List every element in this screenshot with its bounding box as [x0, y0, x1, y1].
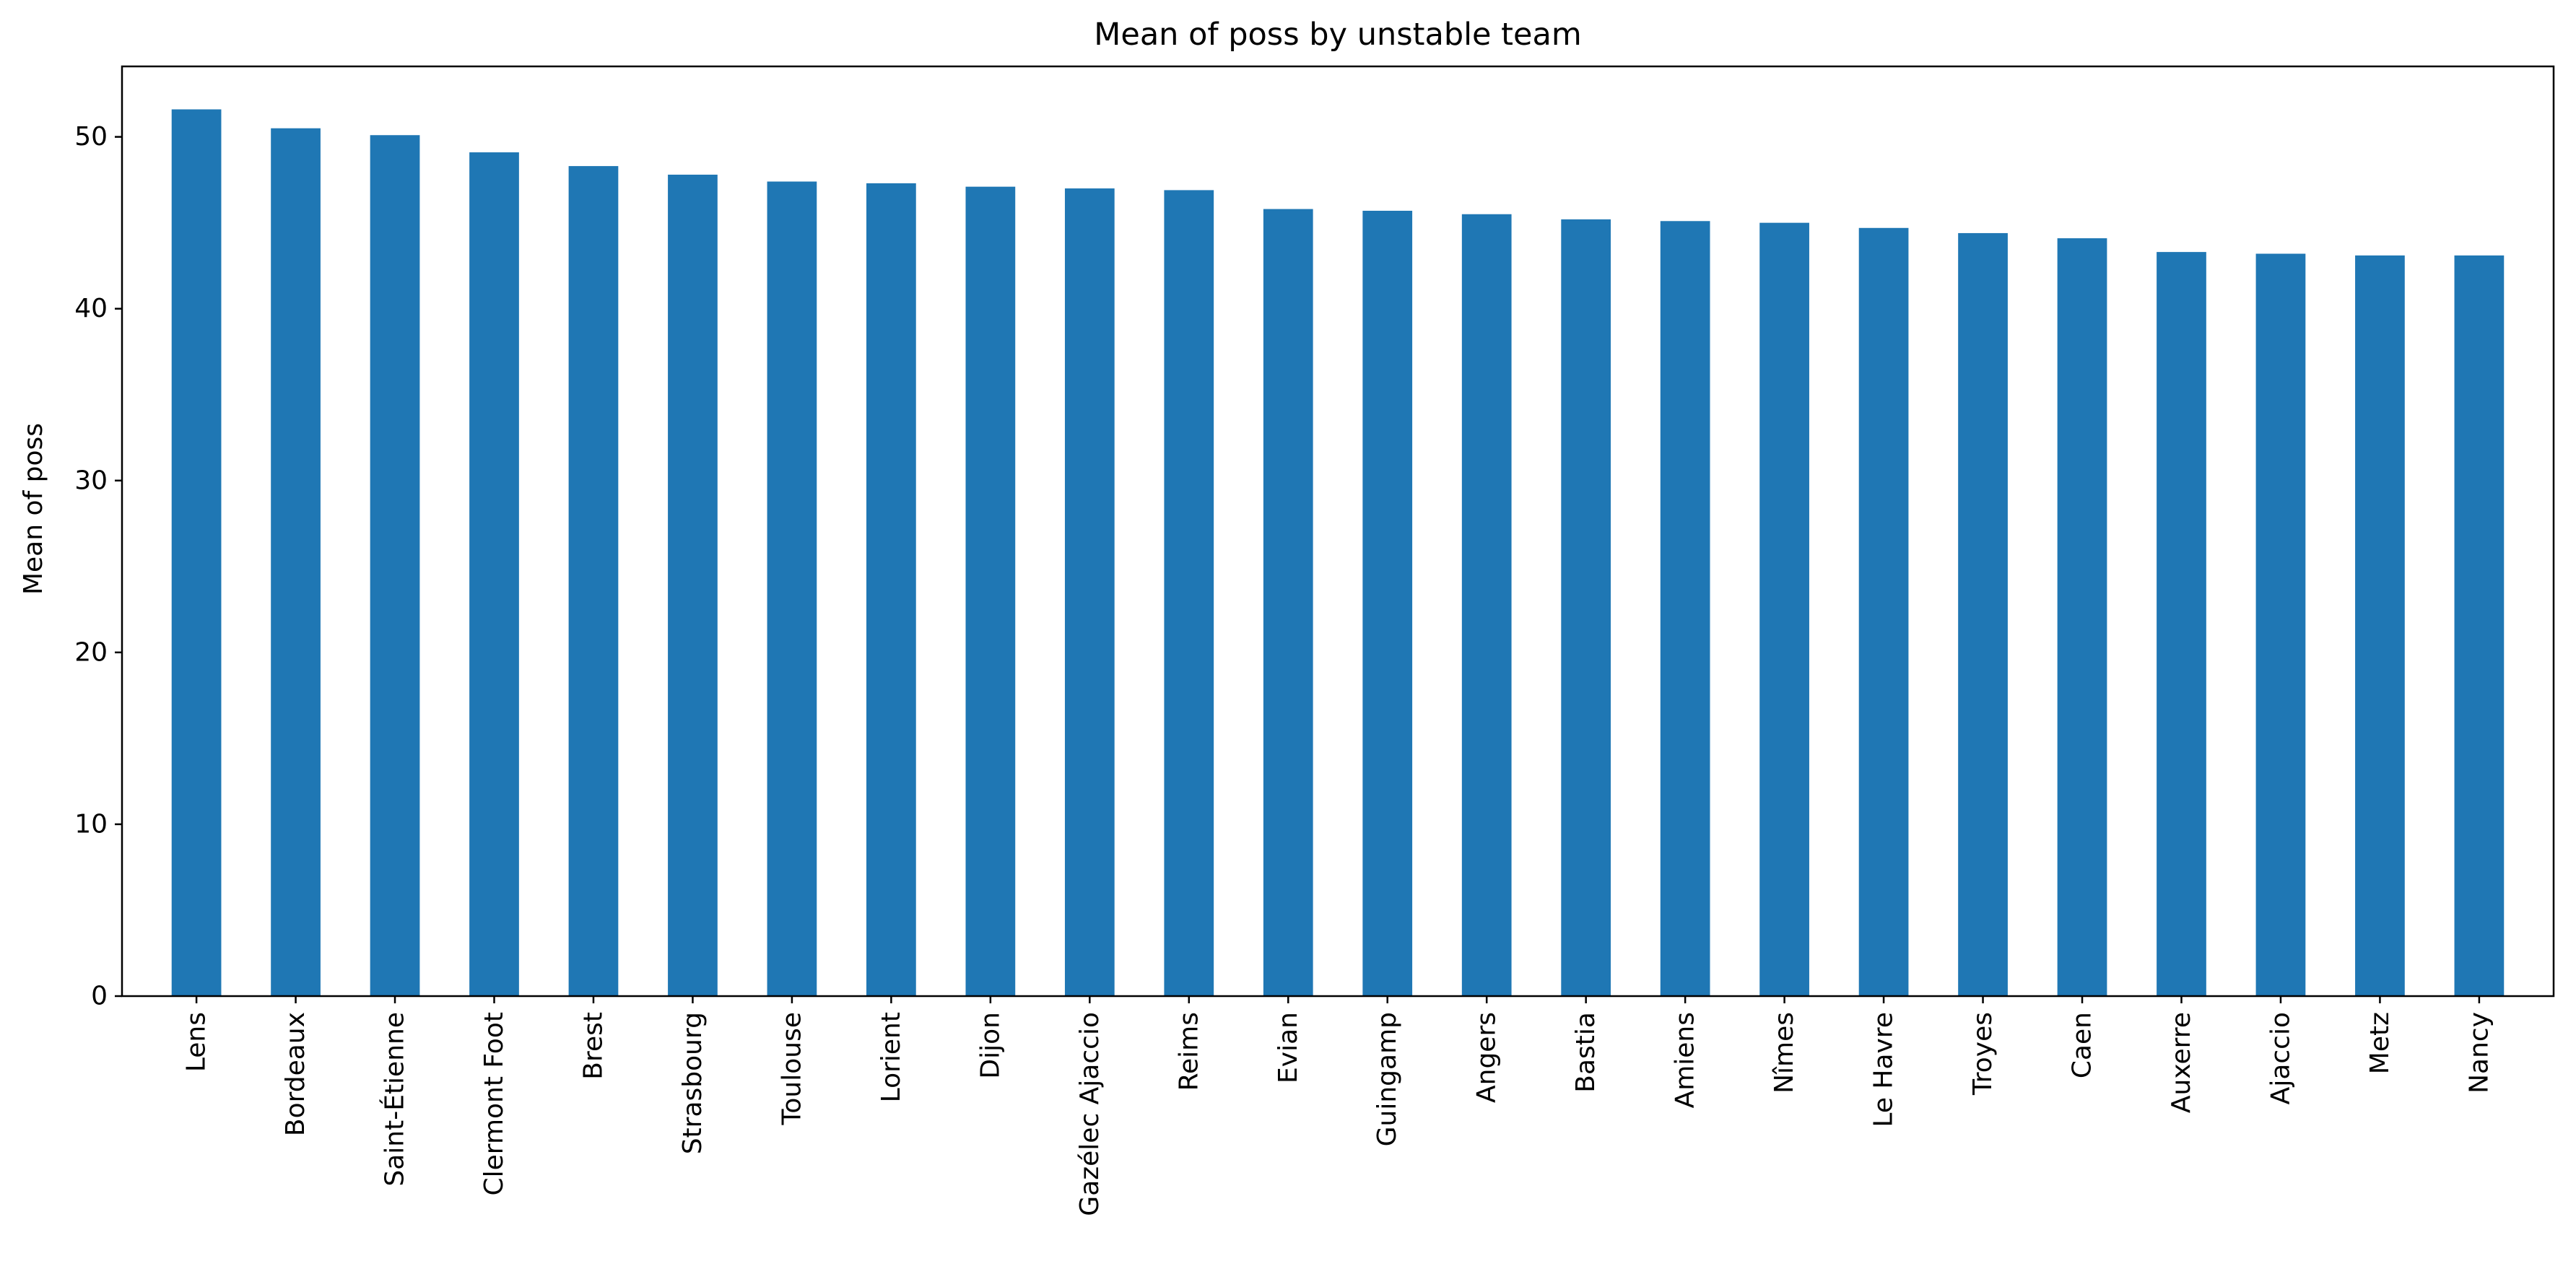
x-tick-label: Nîmes	[1770, 1012, 1799, 1094]
x-tick-label: Amiens	[1671, 1012, 1700, 1108]
x-tick-label: Bordeaux	[281, 1012, 310, 1136]
x-tick-label: Lens	[182, 1012, 212, 1072]
bar-19	[2057, 238, 2107, 997]
x-tick-label: Guingamp	[1372, 1012, 1402, 1146]
x-axis-ticks: Lens Bordeaux Saint-Étienne Clermont Foot Br…	[182, 996, 2494, 1216]
bar-8	[965, 186, 1016, 996]
bar-17	[1858, 227, 1909, 996]
bar-21	[2255, 253, 2306, 996]
x-tick-label: Bastia	[1571, 1012, 1601, 1093]
x-tick-label: Gazélec Ajaccio	[1075, 1012, 1105, 1216]
y-tick-label: 50	[74, 122, 108, 152]
bar-10	[1164, 190, 1214, 996]
x-tick-label: Clermont Foot	[479, 1012, 509, 1196]
y-tick-label: 0	[91, 982, 108, 1011]
y-tick-label: 20	[74, 637, 108, 667]
bar-13	[1461, 214, 1512, 996]
bar-6	[767, 181, 817, 996]
x-tick-label: Toulouse	[777, 1012, 806, 1125]
bar-0	[171, 109, 222, 996]
x-tick-label: Saint-Étienne	[380, 1012, 410, 1187]
x-tick-label: Ajaccio	[2266, 1012, 2295, 1104]
x-tick-label: Evian	[1274, 1012, 1303, 1083]
x-tick-label: Metz	[2365, 1012, 2395, 1074]
x-tick-label: Reims	[1174, 1012, 1204, 1091]
y-tick-label: 10	[74, 809, 108, 839]
y-axis-label: Mean of poss	[19, 423, 48, 595]
x-tick-label: Lorient	[876, 1012, 906, 1102]
bar-22	[2355, 255, 2405, 996]
bar-18	[1958, 232, 2008, 997]
x-tick-label: Le Havre	[1869, 1012, 1899, 1127]
x-tick-label: Troyes	[1968, 1012, 1998, 1096]
bar-23	[2454, 255, 2505, 996]
bar-16	[1759, 222, 1809, 996]
y-tick-label: 40	[74, 294, 108, 323]
bar-15	[1660, 221, 1710, 996]
bar-14	[1561, 219, 1611, 996]
bar-9	[1064, 188, 1115, 996]
bar-2	[370, 135, 420, 997]
bar-4	[568, 166, 619, 997]
y-tick-label: 30	[74, 466, 108, 495]
x-tick-label: Dijon	[975, 1012, 1005, 1079]
bar-7	[866, 183, 916, 996]
bar-1	[271, 128, 321, 997]
x-tick-label: Caen	[2068, 1012, 2097, 1078]
bar-series	[171, 109, 2505, 997]
x-tick-label: Strasbourg	[678, 1012, 708, 1154]
x-tick-label: Nancy	[2464, 1012, 2494, 1094]
y-axis-ticks: 0 10 20 30 40 50	[74, 122, 122, 1011]
x-tick-label: Auxerre	[2167, 1012, 2196, 1113]
x-tick-label: Brest	[578, 1012, 608, 1080]
x-tick-label: Angers	[1472, 1012, 1502, 1103]
bar-5	[668, 174, 718, 997]
chart-title: Mean of poss by unstable team	[1094, 17, 1581, 53]
plot-frame	[121, 65, 2555, 998]
bar-11	[1263, 209, 1313, 997]
bar-3	[469, 152, 519, 996]
bar-20	[2157, 252, 2206, 996]
bar-12	[1362, 210, 1413, 996]
